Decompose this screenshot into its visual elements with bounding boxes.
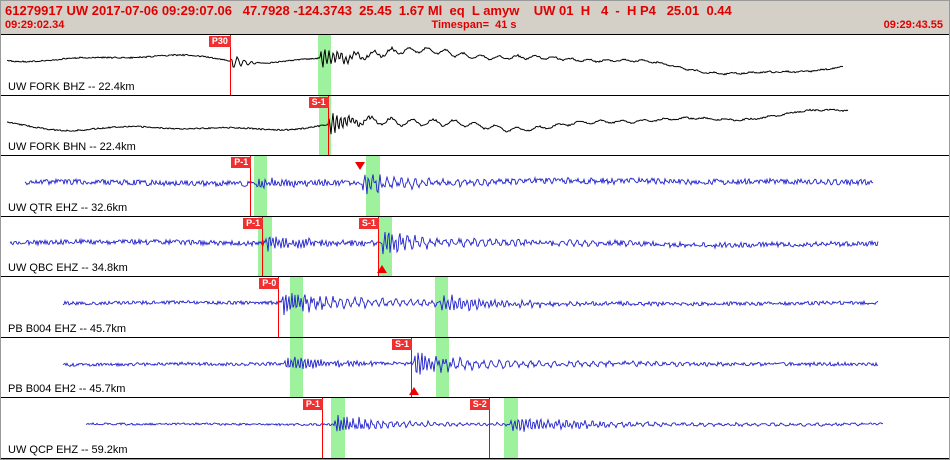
trace-panel[interactable]: P-0 PB B004 EHZ -- 45.7km bbox=[1, 277, 949, 338]
trace-panel[interactable]: P-1 S-2 UW QCP EHZ -- 59.2km bbox=[1, 398, 949, 459]
trace-panel[interactable]: P30 UW FORK BHZ -- 22.4km bbox=[1, 35, 949, 96]
waveform bbox=[62, 293, 879, 316]
pick-marker[interactable]: S-2 bbox=[469, 398, 490, 459]
waveform bbox=[24, 174, 874, 195]
pick-marker[interactable]: S-1 bbox=[308, 95, 329, 156]
timespan-label: Timespan= 41 s bbox=[431, 19, 517, 31]
arrival-triangle-icon bbox=[355, 162, 366, 171]
waveform bbox=[9, 231, 879, 254]
highlight-band bbox=[435, 337, 449, 398]
arrival-triangle-icon bbox=[409, 386, 420, 395]
highlight-band bbox=[504, 398, 518, 459]
pick-label: S-1 bbox=[308, 96, 329, 108]
pick-marker[interactable]: P-0 bbox=[259, 277, 280, 337]
trace-panels: P30 UW FORK BHZ -- 22.4km S-1 UW FORK BHN -… bbox=[1, 34, 949, 459]
window-end-time: 09:29:43.55 bbox=[883, 19, 943, 31]
waveform bbox=[85, 415, 883, 433]
pick-marker[interactable]: P-1 bbox=[302, 398, 323, 459]
event-header: 61279917 UW 2017-07-06 09:29:07.06 47.79… bbox=[1, 1, 949, 34]
waveform bbox=[6, 108, 849, 134]
pick-label: P30 bbox=[208, 36, 231, 47]
trace-panel[interactable]: S-1 PB B004 EH2 -- 45.7km bbox=[1, 337, 949, 399]
station-label: PB B004 EHZ -- 45.7km bbox=[8, 322, 126, 335]
pick-label: P-0 bbox=[259, 278, 280, 290]
pick-marker[interactable]: P-1 bbox=[243, 216, 264, 277]
pick-label: S-1 bbox=[358, 217, 379, 229]
pick-label: S-1 bbox=[391, 338, 412, 350]
pick-label: P-1 bbox=[231, 157, 252, 169]
waveform bbox=[6, 45, 844, 76]
highlight-band bbox=[378, 216, 393, 277]
highlight-band bbox=[318, 35, 331, 95]
pick-label: P-1 bbox=[243, 217, 264, 229]
trace-panel[interactable]: P-1 S-1 UW QBC EHZ -- 34.8km bbox=[1, 216, 949, 278]
highlight-band bbox=[258, 216, 272, 277]
station-label: UW QCP EHZ -- 59.2km bbox=[8, 444, 128, 457]
station-label: UW QTR EHZ -- 32.6km bbox=[8, 201, 128, 214]
highlight-band bbox=[331, 398, 345, 459]
arrival-triangle-icon bbox=[377, 264, 388, 273]
pick-label: S-2 bbox=[469, 399, 490, 411]
station-label: PB B004 EH2 -- 45.7km bbox=[8, 383, 126, 396]
highlight-band bbox=[366, 156, 380, 216]
pick-label: P-1 bbox=[302, 399, 323, 411]
time-ruler: 09:29:02.34 Timespan= 41 s 09:29:43.55 bbox=[1, 19, 949, 34]
waveform bbox=[62, 352, 879, 375]
station-label: UW FORK BHN -- 22.4km bbox=[8, 141, 136, 154]
event-summary: 61279917 UW 2017-07-06 09:29:07.06 47.79… bbox=[5, 3, 732, 18]
pick-marker[interactable]: S-1 bbox=[391, 337, 412, 398]
pick-marker[interactable]: P30 bbox=[208, 35, 231, 95]
pick-marker[interactable]: S-1 bbox=[358, 216, 379, 277]
trace-panel[interactable]: P-1 UW QTR EHZ -- 32.6km bbox=[1, 156, 949, 217]
pick-marker[interactable]: P-1 bbox=[231, 156, 252, 216]
trace-panel[interactable]: S-1 UW FORK BHN -- 22.4km bbox=[1, 95, 949, 157]
station-label: UW FORK BHZ -- 22.4km bbox=[8, 80, 135, 93]
station-label: UW QBC EHZ -- 34.8km bbox=[8, 262, 128, 275]
window-start-time: 09:29:02.34 bbox=[5, 19, 65, 31]
